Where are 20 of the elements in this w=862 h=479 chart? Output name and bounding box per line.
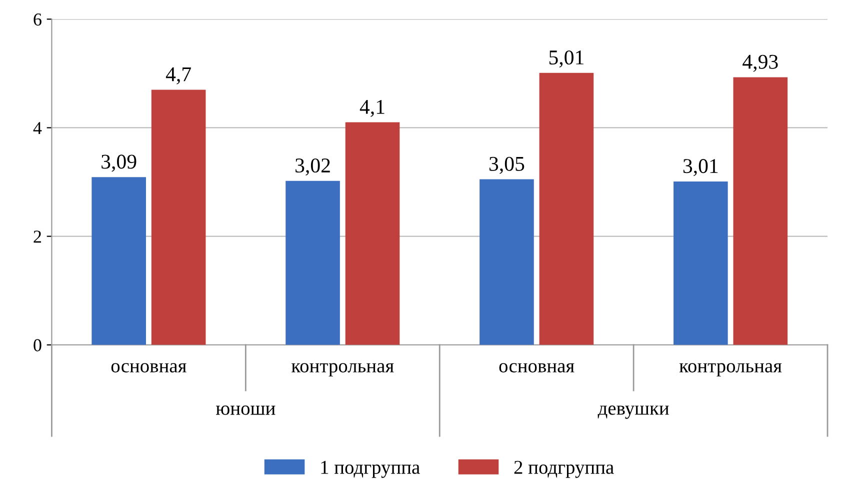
data-label: 5,01 <box>549 50 584 68</box>
y-tick-label: 6 <box>34 13 42 26</box>
text: юноши <box>216 406 276 415</box>
data-label: 4,7 <box>166 67 191 84</box>
x-tick-label: основная <box>499 363 574 372</box>
data-label: 3,09 <box>102 154 136 172</box>
y-tick-label: 4 <box>33 122 42 134</box>
y-tick-label: 2 <box>34 230 41 243</box>
data-label: 4,93 <box>742 54 778 72</box>
legend-label: 1 подгруппа <box>321 460 420 478</box>
x-tick-label: основная <box>111 363 186 372</box>
text: девушки <box>598 405 669 419</box>
x-tick-label: контрольная <box>291 363 394 376</box>
data-label: 3,05 <box>489 156 524 174</box>
data-label: 4,1 <box>360 100 384 117</box>
data-label: 3,02 <box>296 158 330 176</box>
data-label: 3,01 <box>683 159 718 176</box>
x-tick-label: контрольная <box>679 363 782 376</box>
legend-label: 2 подгруппа <box>514 460 614 478</box>
y-tick-label: 0 <box>34 339 42 352</box>
